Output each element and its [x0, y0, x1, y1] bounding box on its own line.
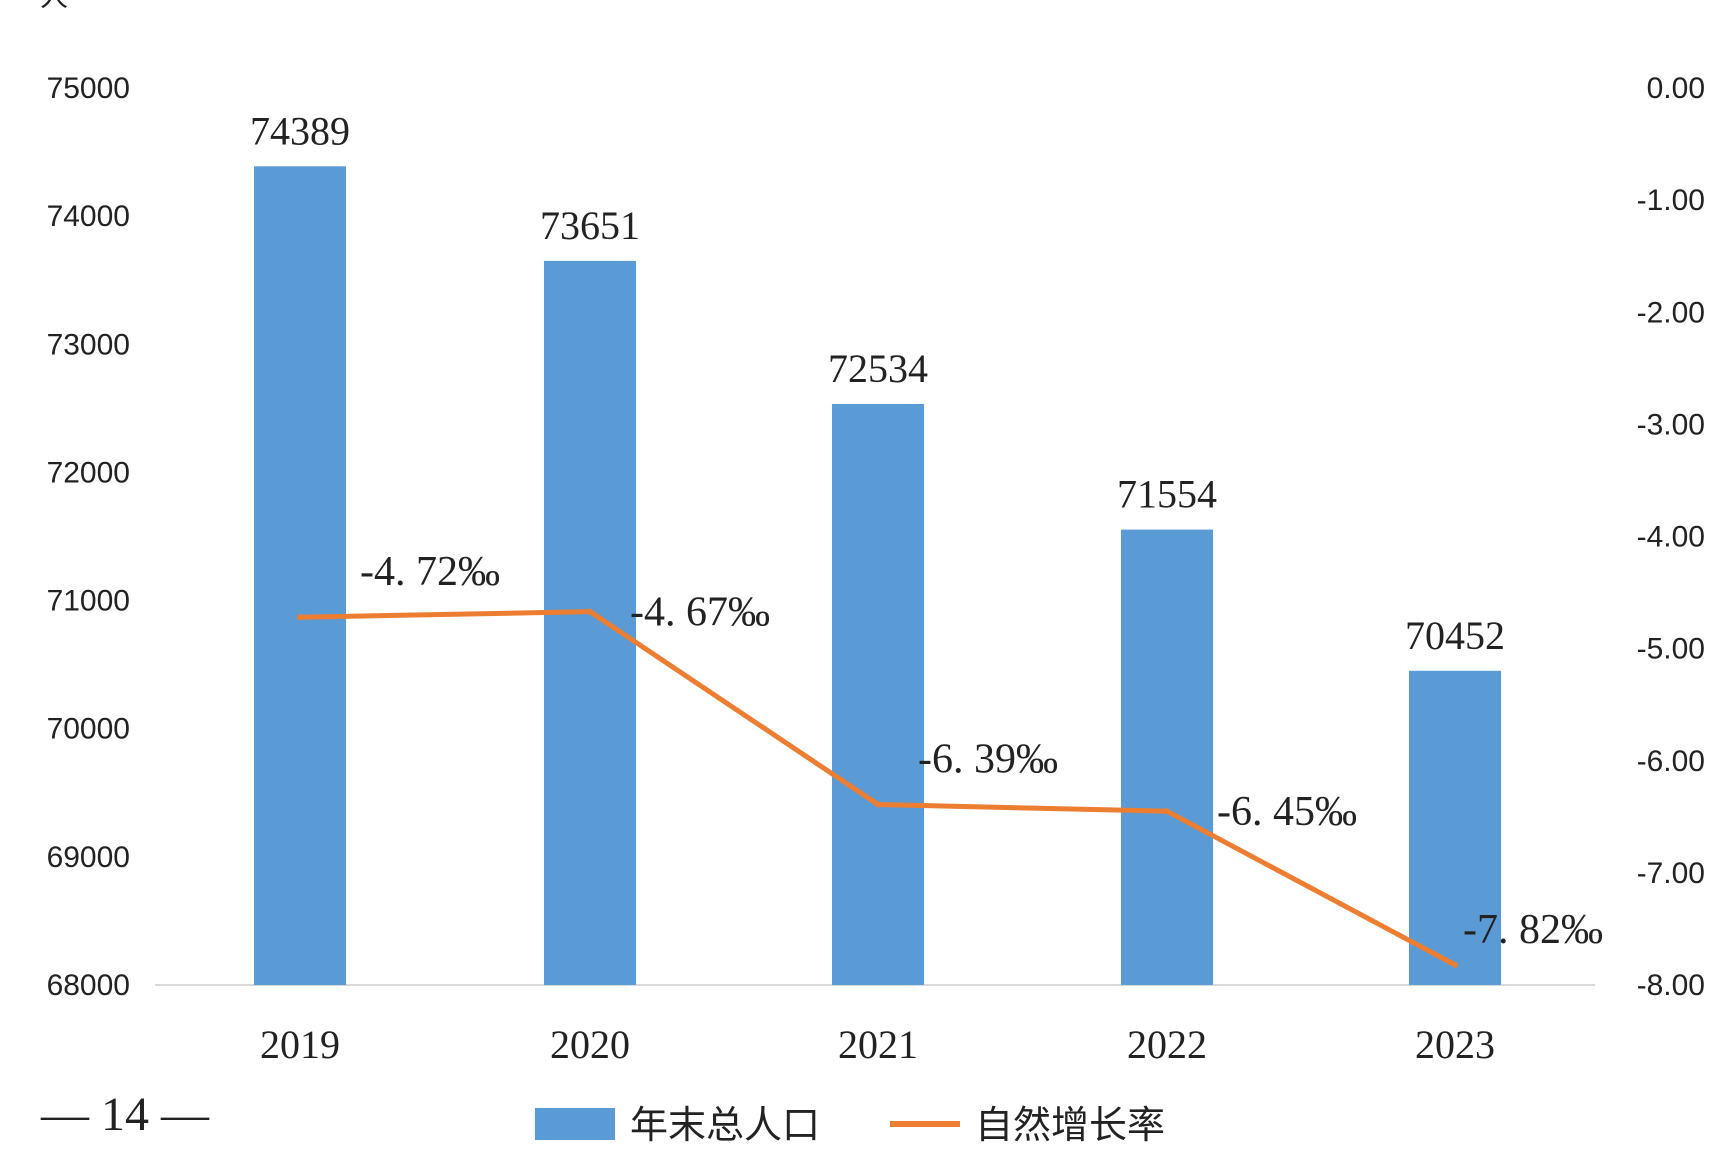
- y-left-tick-label: 70000: [47, 713, 130, 746]
- y-right-tick-label: -8.00: [1637, 969, 1705, 1002]
- bar-data-label: 74389: [250, 108, 350, 153]
- line-data-label: -6. 45‰: [1217, 789, 1357, 835]
- line-data-label: -4. 67‰: [630, 590, 770, 636]
- bar: [1409, 670, 1501, 985]
- x-tick-label: 2023: [1415, 1022, 1495, 1067]
- y-left-tick-label: 71000: [47, 585, 130, 618]
- legend-label-line: 自然增长率: [975, 1103, 1165, 1147]
- bar-data-label: 71554: [1117, 472, 1217, 517]
- y-left-tick-label: 72000: [47, 456, 130, 489]
- y-right-tick-label: -7.00: [1637, 857, 1705, 890]
- bar-data-label: 70452: [1405, 613, 1505, 658]
- line-data-label: -4. 72‰: [360, 549, 500, 595]
- line-point: [875, 801, 881, 808]
- line-point: [587, 608, 593, 615]
- x-axis-ticks: 2019 2020 2021 2022 2023: [260, 1022, 1495, 1067]
- x-tick-label: 2019: [260, 1022, 340, 1067]
- page-number: — 14 —: [40, 1088, 210, 1141]
- y-right-tick-label: -6.00: [1637, 745, 1705, 778]
- legend: 年末总人口 自然增长率: [535, 1103, 1165, 1147]
- x-tick-label: 2021: [838, 1022, 918, 1067]
- y-left-tick-label: 69000: [47, 841, 130, 874]
- y-left-tick-label: 74000: [47, 200, 130, 233]
- y-left-tick-label: 68000: [47, 969, 130, 1002]
- y-right-tick-label: -2.00: [1637, 296, 1705, 329]
- y-unit-label: 人: [40, 0, 68, 13]
- bar: [544, 260, 636, 985]
- bar-data-label: 73651: [540, 203, 640, 248]
- bar: [1121, 529, 1213, 985]
- bar-series: 74389 73651 72534 71554 70452: [250, 108, 1505, 986]
- y-right-tick-label: -1.00: [1637, 184, 1705, 217]
- line-point: [297, 614, 303, 621]
- y-right-tick-label: -4.00: [1637, 521, 1705, 554]
- y-right-tick-label: -3.00: [1637, 408, 1705, 441]
- x-tick-label: 2022: [1127, 1022, 1207, 1067]
- y-left-tick-label: 75000: [47, 72, 130, 105]
- left-axis: 75000 74000 73000 72000 71000 70000 69000 68000: [47, 72, 130, 1002]
- line-series: -4. 72‰ -4. 67‰ -6. 39‰ -6. 45‰ -7. 82‰: [297, 549, 1603, 968]
- bar: [254, 166, 346, 985]
- y-right-tick-label: -5.00: [1637, 633, 1705, 666]
- legend-label-bar: 年末总人口: [630, 1103, 820, 1147]
- line-point: [1452, 961, 1458, 968]
- legend-swatch-bar: [535, 1108, 615, 1140]
- y-left-tick-label: 73000: [47, 328, 130, 361]
- line-data-label: -7. 82‰: [1463, 907, 1603, 953]
- right-axis: 0.00 -1.00 -2.00 -3.00 -4.00 -5.00 -6.00 -7.00 -…: [1637, 72, 1705, 1002]
- bar: [832, 404, 924, 986]
- line-point: [1164, 808, 1170, 815]
- y-right-tick-label: 0.00: [1647, 72, 1705, 105]
- line-data-label: -6. 39‰: [918, 736, 1058, 782]
- bar-data-label: 72534: [828, 346, 928, 391]
- x-tick-label: 2020: [550, 1022, 630, 1067]
